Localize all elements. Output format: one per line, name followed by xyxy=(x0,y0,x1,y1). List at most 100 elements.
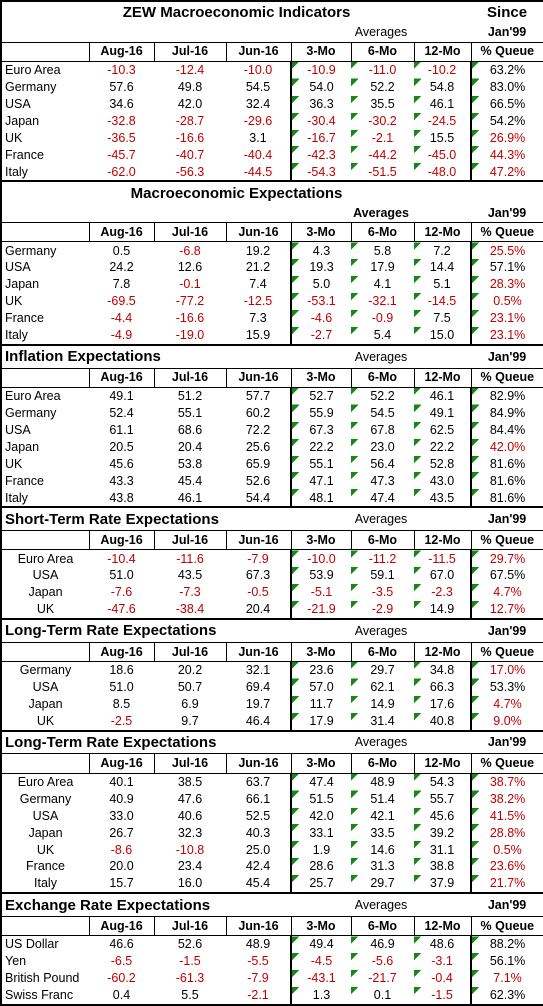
value-cell: 43.3 xyxy=(109,473,134,488)
column-header: % Queue xyxy=(470,915,543,937)
value-cell: 43.0 xyxy=(414,472,472,490)
value-cell: 40.3 xyxy=(245,825,271,840)
averages-label: Averages xyxy=(291,506,472,531)
value-cell: 42.1 xyxy=(351,807,414,825)
section: ZEW Macroeconomic Indicators Since Average… xyxy=(0,0,543,182)
column-header: Jun-16 xyxy=(225,222,292,243)
value-cell: 7.3 xyxy=(249,311,267,326)
value-cell: 54.5 xyxy=(245,80,271,95)
value-cell: 60.2 xyxy=(245,406,271,421)
value-cell: 57.6 xyxy=(109,80,134,95)
queue-cell: 23.1% xyxy=(470,310,543,327)
value-cell: 45.4 xyxy=(245,876,271,891)
value-cell: 52.7 xyxy=(290,387,351,405)
data-row: USA 33.0 40.6 52.5 42.0 42.1 45.6 41.5% xyxy=(1,807,543,825)
value-cell: -30.2 xyxy=(351,112,414,130)
blank xyxy=(471,180,543,205)
column-header: 3-Mo xyxy=(290,222,352,243)
value-cell: 49.1 xyxy=(414,404,472,422)
value-cell: 66.1 xyxy=(245,791,271,806)
queue-cell: 29.7% xyxy=(470,549,543,568)
value-cell: 0.4 xyxy=(112,988,131,1003)
column-header: 6-Mo xyxy=(350,915,415,937)
value-cell: 40.8 xyxy=(414,712,472,731)
value-cell: 59.1 xyxy=(351,567,414,585)
value-cell: 0.5 xyxy=(112,243,131,258)
value-cell: 46.4 xyxy=(245,714,271,729)
queue-cell: 12.7% xyxy=(470,601,543,620)
value-cell: 4.1 xyxy=(351,276,414,294)
row-label: Italy xyxy=(5,328,28,343)
data-row: Germany 18.6 20.2 32.1 23.6 29.7 34.8 17.0% xyxy=(1,661,543,679)
value-cell: 50.7 xyxy=(177,680,203,695)
column-header: Aug-16 xyxy=(88,367,155,388)
value-cell: 51.0 xyxy=(109,680,134,695)
row-label: Germany xyxy=(19,663,72,678)
section-title: Short-Term Rate Expectations xyxy=(1,506,291,531)
queue-cell: 83.0% xyxy=(470,78,543,96)
value-cell: -0.5 xyxy=(247,585,269,600)
value-cell: 5.8 xyxy=(351,241,414,260)
value-cell: 40.6 xyxy=(177,808,203,823)
value-cell: -54.3 xyxy=(290,163,351,182)
data-row: Euro Area -10.3 -12.4 -10.0 -10.9 -11.0 -10.2 6… xyxy=(1,61,543,79)
data-row: Euro Area 40.1 38.5 63.7 47.4 48.9 54.3 38.7% xyxy=(1,773,543,791)
value-cell: 47.1 xyxy=(290,472,351,490)
column-header: Jul-16 xyxy=(153,530,227,551)
jan-label: Jan'99 xyxy=(471,506,543,531)
jan-label: Jan'99 xyxy=(471,344,543,369)
value-cell: -7.3 xyxy=(179,585,201,600)
column-header: 6-Mo xyxy=(350,641,415,662)
column-header: Jul-16 xyxy=(153,222,227,243)
value-cell: 1.9 xyxy=(290,841,351,859)
value-cell: 45.6 xyxy=(109,456,134,471)
value-cell: 67.0 xyxy=(414,567,472,585)
value-cell: 38.8 xyxy=(414,858,472,876)
value-cell: 32.1 xyxy=(245,663,271,678)
data-row: UK -36.5 -16.6 3.1 -16.7 -2.1 15.5 26.9% xyxy=(1,129,543,147)
value-cell: -4.6 xyxy=(290,310,351,327)
column-header: 12-Mo xyxy=(413,530,472,551)
value-cell: -3.5 xyxy=(351,584,414,602)
value-cell: -45.7 xyxy=(107,147,136,162)
value-cell: 46.1 xyxy=(177,490,203,505)
row-label: USA xyxy=(5,96,31,111)
data-row: USA 34.6 42.0 32.4 36.3 35.5 46.1 66.5% xyxy=(1,95,543,113)
data-row: Japan 7.8 -0.1 7.4 5.0 4.1 5.1 28.3% xyxy=(1,276,543,294)
value-cell: -11.2 xyxy=(351,549,414,568)
header-row: Aug-16 Jul-16 Jun-16 3-Mo 6-Mo 12-Mo% Queue xyxy=(0,641,543,662)
value-cell: -30.4 xyxy=(290,112,351,130)
queue-cell: 0.5% xyxy=(470,841,543,859)
value-cell: 25.7 xyxy=(290,875,351,894)
value-cell: 52.6 xyxy=(177,937,203,952)
value-cell: 32.3 xyxy=(177,825,203,840)
value-cell: -77.2 xyxy=(175,294,205,309)
row-label: Japan xyxy=(28,825,63,840)
column-header: 6-Mo xyxy=(350,530,415,551)
value-cell: 45.4 xyxy=(177,473,203,488)
row-label: Germany xyxy=(19,791,72,806)
value-cell: 53.8 xyxy=(177,456,203,471)
value-cell: -10.0 xyxy=(243,63,273,78)
row-label: Swiss Franc xyxy=(5,988,74,1003)
row-label: France xyxy=(5,473,44,488)
column-header: Aug-16 xyxy=(88,222,155,243)
column-header: Jun-16 xyxy=(225,753,292,774)
value-cell: 42.0 xyxy=(290,807,351,825)
column-header: 12-Mo xyxy=(413,367,472,388)
value-cell: -11.0 xyxy=(351,61,414,79)
column-header: Aug-16 xyxy=(88,641,155,662)
subtitle-row: Averages Jan'99 xyxy=(1,24,543,43)
column-header: Jun-16 xyxy=(225,530,292,551)
value-cell: -5.6 xyxy=(351,953,414,970)
value-cell: -10.4 xyxy=(107,551,136,566)
column-header: Jun-16 xyxy=(225,41,292,62)
value-cell: 19.3 xyxy=(290,259,351,277)
value-cell: 48.1 xyxy=(290,489,351,508)
data-row: France -45.7 -40.7 -40.4 -42.3 -44.2 -45.0 44.3… xyxy=(1,146,543,164)
value-cell: 54.4 xyxy=(245,490,271,505)
data-row: USA 24.2 12.6 21.2 19.3 17.9 14.4 57.1% xyxy=(1,259,543,277)
value-cell: 39.2 xyxy=(414,824,472,842)
value-cell: 22.2 xyxy=(290,438,351,456)
